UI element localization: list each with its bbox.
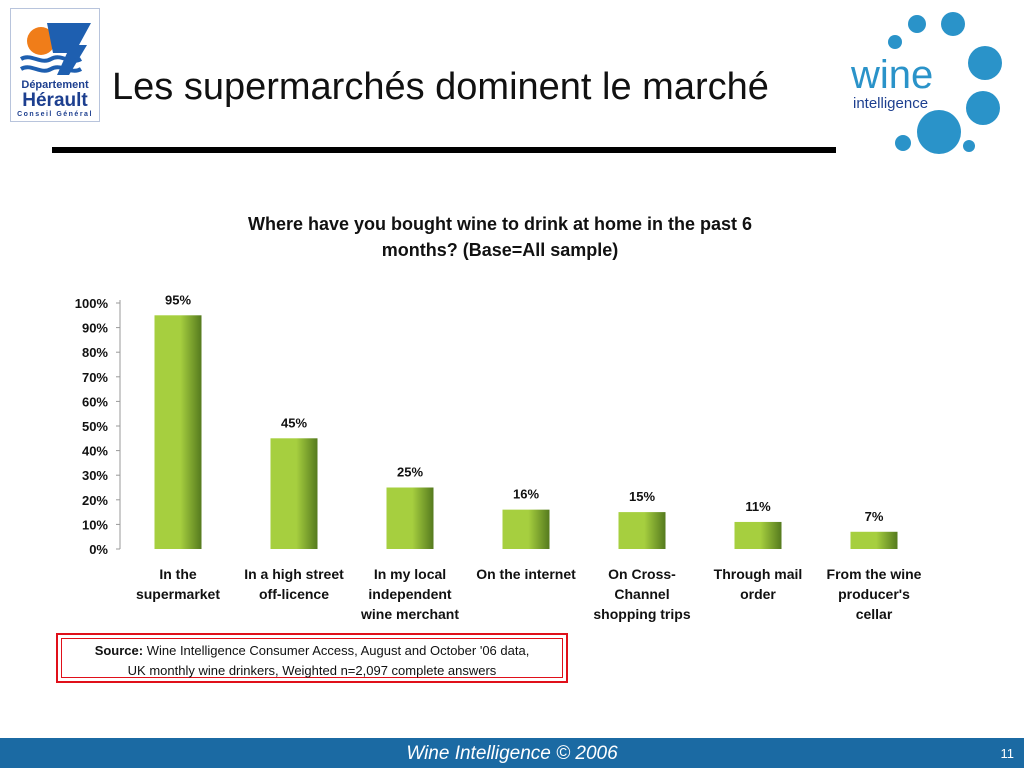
x-category-label: On Cross- — [608, 566, 676, 582]
y-tick-label: 80% — [82, 345, 108, 360]
herault-emblem-icon — [19, 23, 91, 75]
y-axis-ticks: 0% 10% 20% 30% 40% 50% 60% 70% 80% 90% 100% — [75, 296, 120, 557]
x-category-label: independent — [368, 586, 452, 602]
bar — [154, 315, 202, 549]
bar-value-label: 15% — [629, 489, 655, 504]
y-tick-label: 90% — [82, 321, 108, 336]
footer-text: Wine Intelligence © 2006 — [406, 743, 618, 764]
y-tick-label: 20% — [82, 493, 108, 508]
source-line1: Wine Intelligence Consumer Access, Augus… — [146, 643, 530, 658]
bar — [850, 531, 898, 549]
bar-value-label: 16% — [513, 487, 539, 502]
bar-chart: Where have you bought wine to drink at h… — [75, 214, 922, 622]
y-tick-label: 0% — [89, 542, 108, 557]
bar-value-label: 7% — [865, 509, 884, 524]
bar — [386, 487, 434, 549]
x-category-label: From the wine — [827, 566, 922, 582]
title-divider — [52, 147, 836, 153]
x-category-label: producer's — [838, 586, 910, 602]
slide-title: Les supermarchés dominent le marché — [112, 66, 769, 108]
x-category-label: order — [740, 586, 776, 602]
departement-herault-logo: Département Hérault Conseil Général — [10, 8, 100, 122]
source-text: Source: Wine Intelligence Consumer Acces… — [61, 638, 563, 678]
y-tick-label: 40% — [82, 444, 108, 459]
bar-value-label: 25% — [397, 465, 423, 480]
bar — [734, 521, 782, 549]
bar — [270, 438, 318, 549]
chart-title-line2: months? (Base=All sample) — [382, 240, 619, 260]
x-category-label: off-licence — [259, 586, 329, 602]
x-category-label: In the — [159, 566, 197, 582]
logo-right-word2: intelligence — [853, 95, 928, 112]
logo-left-line3: Conseil Général — [17, 111, 93, 118]
bar-value-label: 11% — [745, 499, 771, 514]
y-tick-label: 70% — [82, 370, 108, 385]
chart-title-line1: Where have you bought wine to drink at h… — [248, 214, 752, 234]
x-category-label: supermarket — [136, 586, 220, 602]
logo-right-word1: wine — [850, 53, 933, 97]
x-category-label: cellar — [856, 606, 893, 622]
bars — [154, 315, 898, 549]
x-category-label: Through mail — [714, 566, 803, 582]
x-category-label: On the internet — [476, 566, 576, 582]
page-number: 11 — [1000, 746, 1015, 761]
wine-intelligence-logo: wine intelligence — [850, 12, 1002, 154]
x-category-label: Channel — [614, 586, 669, 602]
x-axis-labels: In the supermarket In a high street off-lic… — [136, 566, 922, 622]
x-category-label: shopping trips — [593, 606, 690, 622]
footer-bar: Wine Intelligence © 2006 11 — [0, 738, 1024, 768]
x-category-label: In a high street — [244, 566, 344, 582]
bar — [502, 509, 550, 549]
bar-value-label: 45% — [281, 415, 307, 430]
y-tick-label: 50% — [82, 419, 108, 434]
y-tick-label: 10% — [82, 517, 108, 532]
y-tick-label: 60% — [82, 394, 108, 409]
logo-dots — [888, 12, 1002, 154]
logo-left-line2: Hérault — [22, 90, 88, 111]
bar — [618, 512, 666, 549]
bar-value-label: 95% — [165, 292, 191, 307]
value-labels: 95% 45% 25% 16% 15% 11% 7% — [165, 292, 884, 523]
source-label: Source: — [94, 643, 144, 658]
y-tick-label: 100% — [75, 296, 109, 311]
x-category-label: wine merchant — [360, 606, 459, 622]
source-line2: UK monthly wine drinkers, Weighted n=2,0… — [127, 663, 497, 678]
logo-left-line1: Département — [21, 79, 89, 91]
y-tick-label: 30% — [82, 468, 108, 483]
x-category-label: In my local — [374, 566, 446, 582]
source-box: Source: Wine Intelligence Consumer Acces… — [56, 633, 568, 683]
